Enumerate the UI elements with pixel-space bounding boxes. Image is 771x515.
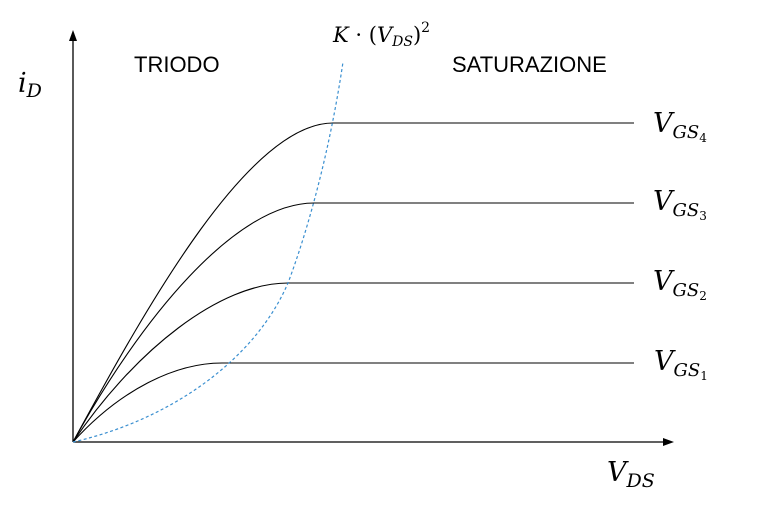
boundary-label-v: V — [377, 23, 394, 47]
x-axis-label: VDS — [607, 457, 655, 492]
curve-label-subsub: 2 — [699, 289, 707, 303]
curve-label-vgs3: VGS3 — [653, 186, 707, 223]
curve-label-main: V — [654, 346, 676, 377]
curve-label-sub: GS — [673, 200, 700, 221]
curve-vgs3 — [72, 202, 634, 443]
y-axis-arrowhead — [69, 30, 77, 41]
region-label-triode: TRIODO — [134, 52, 220, 77]
x-axis-label-main: V — [607, 457, 629, 488]
curve-label-main: V — [653, 108, 675, 139]
curve-label-vgs4: VGS4 — [653, 108, 707, 145]
curve-label-main: V — [653, 266, 675, 297]
boundary-label-dot: · — [355, 23, 362, 47]
characteristic-curves — [72, 122, 634, 443]
x-axis-label-sub: DS — [626, 470, 655, 492]
curve-label-vgs2: VGS2 — [653, 266, 707, 303]
boundary-label-open: ( — [369, 23, 377, 47]
curve-vgs1 — [72, 362, 634, 443]
curve-label-sub: GS — [674, 360, 701, 381]
curve-label-vgs1: VGS1 — [654, 346, 708, 383]
y-axis-label: iD — [18, 68, 42, 102]
boundary-label-close: ) — [413, 23, 421, 47]
curve-label-sub: GS — [673, 280, 700, 301]
curve-vgs4 — [72, 122, 634, 443]
curve-label-sub: GS — [673, 122, 700, 143]
x-axis-arrowhead — [663, 438, 674, 446]
curve-label-main: V — [653, 186, 675, 217]
boundary-label-k: K — [332, 23, 350, 47]
curve-vgs2 — [72, 282, 634, 443]
region-label-saturation: SATURAZIONE — [452, 52, 607, 77]
y-axis-label-main: i — [18, 68, 27, 99]
y-axis-label-sub: D — [26, 80, 42, 102]
curve-label-subsub: 3 — [699, 209, 707, 223]
curve-label-subsub: 4 — [699, 131, 707, 145]
axes — [69, 30, 674, 446]
boundary-label: K · (VDS)2 — [332, 20, 430, 50]
curve-label-subsub: 1 — [700, 369, 708, 383]
boundary-label-exp: 2 — [421, 20, 430, 36]
curve-labels: VGS4 VGS3 VGS2 VGS1 — [653, 108, 708, 383]
triode-saturation-boundary — [72, 61, 344, 443]
boundary-label-sub: DS — [391, 34, 413, 50]
